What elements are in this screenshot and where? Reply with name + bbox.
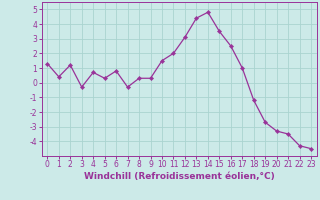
X-axis label: Windchill (Refroidissement éolien,°C): Windchill (Refroidissement éolien,°C) bbox=[84, 172, 275, 181]
